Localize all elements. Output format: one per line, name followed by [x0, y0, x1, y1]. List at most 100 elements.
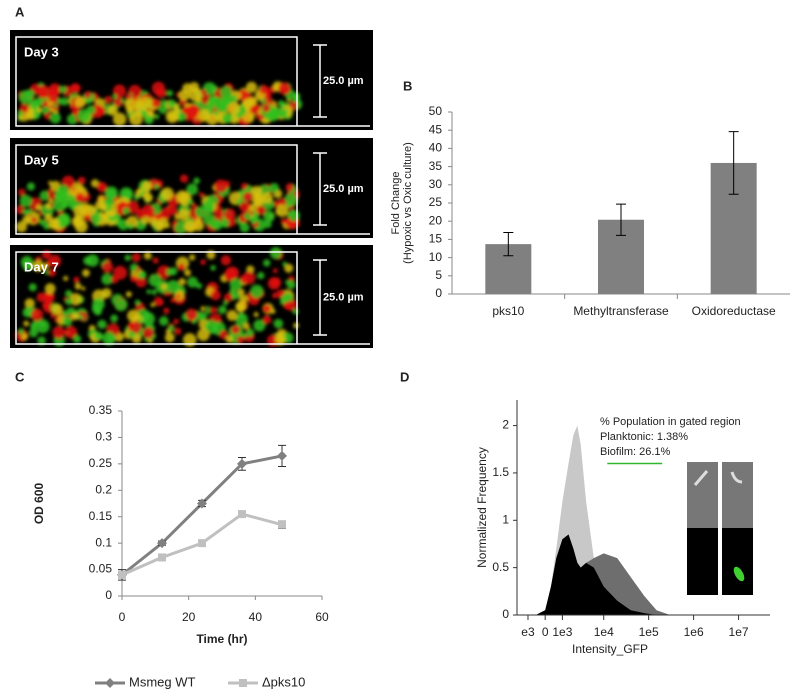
cell-blob	[282, 261, 288, 267]
cell-blob	[184, 220, 197, 233]
cell-blob	[141, 181, 153, 192]
cell-blob	[135, 276, 147, 288]
cell-blob	[220, 255, 232, 266]
cell-blob	[60, 97, 69, 106]
y-tick-label: 1.5	[492, 465, 509, 479]
cell-blob	[36, 292, 47, 303]
cell-blob	[166, 279, 181, 294]
x-tick-label: pks10	[492, 304, 524, 318]
cell-blob	[94, 331, 103, 340]
error-bar	[616, 203, 626, 236]
cell-blob	[238, 200, 251, 212]
marker	[197, 498, 207, 509]
cell-blob	[160, 187, 174, 201]
x-tick-label: 1e4	[594, 625, 614, 639]
cell-blob	[269, 247, 282, 260]
y-tick-label: 10	[429, 250, 443, 264]
cell-blob	[74, 282, 82, 290]
cell-blob	[280, 295, 289, 304]
cell-layer	[15, 174, 300, 234]
cell-blob	[113, 265, 128, 280]
x-tick-label: 0	[119, 610, 126, 624]
cell-blob	[52, 326, 65, 339]
cell-blob	[151, 98, 161, 108]
image-frame	[15, 144, 370, 235]
y-tick-label: 0.25	[89, 456, 113, 470]
cell-blob	[191, 319, 197, 325]
cell-blob	[22, 260, 33, 271]
cell-blob	[155, 214, 162, 221]
x-tick-label: 1e3	[552, 625, 572, 639]
cell-blob	[186, 183, 199, 196]
cell-blob	[112, 112, 127, 127]
cell-blob	[77, 108, 92, 123]
cell-blob	[272, 268, 278, 274]
cell-blob	[130, 275, 137, 283]
cell-blob	[200, 306, 206, 312]
cell-blob	[249, 215, 258, 224]
x-tick-label: 1e6	[684, 625, 704, 639]
cell-blob	[263, 210, 275, 222]
cell-blob	[175, 190, 189, 204]
cell-blob	[160, 208, 172, 221]
cell-blob	[225, 335, 234, 344]
cell-blob	[242, 322, 250, 330]
cell-blob	[205, 305, 211, 311]
cell-blob	[204, 320, 219, 335]
cell-blob	[242, 191, 253, 202]
cell-blob	[236, 303, 245, 313]
cell-blob	[179, 174, 189, 183]
cell-blob	[39, 321, 46, 328]
inset-fluorescence	[722, 528, 753, 595]
cell-blob	[72, 334, 82, 344]
cell-blob	[195, 96, 202, 103]
y-tick-label: 5	[435, 268, 442, 282]
cell-blob	[104, 186, 118, 200]
cell-blob	[113, 84, 126, 98]
cell-blob	[205, 94, 211, 99]
y-tick-label: 0.1	[95, 535, 112, 549]
y-axis-label: Fold Change(Hypoxic vs Oxic culture)	[390, 142, 414, 264]
cell-blob	[226, 309, 238, 321]
y-axis-label: Normalized Frequency	[475, 447, 489, 568]
cell-blob	[53, 317, 59, 322]
cell-blob	[131, 253, 141, 262]
cell-blob	[205, 309, 211, 315]
cell-blob	[36, 85, 51, 99]
x-tick-label: 0	[542, 625, 549, 639]
cell-blob	[82, 269, 90, 277]
cell-blob	[274, 334, 286, 346]
y-tick-label: 30	[429, 177, 443, 191]
x-axis-label: Time (hr)	[196, 632, 247, 646]
cell-blob	[177, 208, 191, 221]
y-axis-label-line: Fold Change	[390, 172, 402, 235]
cell-blob	[101, 273, 113, 285]
cell-blob	[263, 220, 272, 229]
cell-blob	[221, 113, 233, 124]
cell-blob	[174, 220, 188, 234]
cell-blob	[270, 277, 282, 288]
cell-blob	[245, 81, 258, 93]
cell-blob	[75, 192, 85, 203]
cell-blob	[262, 304, 271, 314]
cell-blob	[44, 291, 55, 303]
image-label: Day 5	[24, 152, 59, 167]
cell-blob	[113, 96, 124, 107]
cell-blob	[158, 104, 168, 114]
cell-blob	[127, 223, 134, 230]
cell-blob	[140, 110, 148, 117]
cell-blob	[104, 95, 113, 104]
cell-blob	[181, 106, 190, 115]
cell-blob	[229, 288, 236, 295]
cell-blob	[97, 319, 107, 330]
cell-blob	[166, 268, 174, 276]
cell-blob	[74, 220, 88, 233]
cell-blob	[289, 205, 294, 211]
cell-blob	[34, 97, 44, 107]
x-tick-label: Oxidoreductase	[692, 304, 776, 318]
cell-blob	[173, 318, 179, 325]
cell-blob	[128, 331, 135, 338]
y-tick-label: 25	[429, 195, 443, 209]
cell-blob	[116, 221, 122, 227]
cell-blob	[142, 327, 154, 339]
